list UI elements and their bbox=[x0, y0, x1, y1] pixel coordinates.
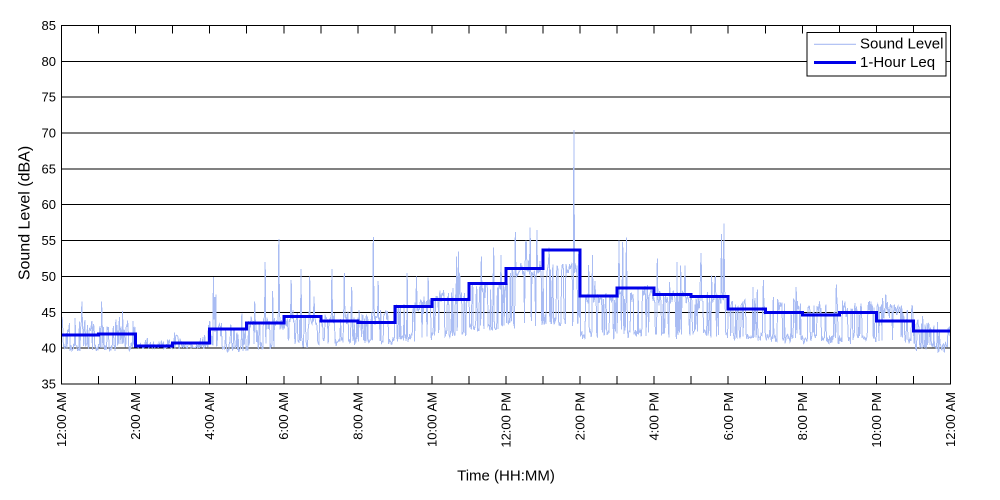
svg-text:75: 75 bbox=[42, 90, 56, 105]
svg-text:60: 60 bbox=[42, 197, 56, 212]
svg-text:10:00 PM: 10:00 PM bbox=[869, 392, 884, 448]
svg-text:65: 65 bbox=[42, 161, 56, 176]
svg-text:85: 85 bbox=[42, 18, 56, 33]
svg-text:55: 55 bbox=[42, 233, 56, 248]
svg-text:8:00 AM: 8:00 AM bbox=[350, 392, 365, 440]
svg-text:40: 40 bbox=[42, 341, 56, 356]
svg-text:8:00 PM: 8:00 PM bbox=[795, 392, 810, 440]
svg-text:2:00 PM: 2:00 PM bbox=[573, 392, 588, 440]
svg-text:10:00 AM: 10:00 AM bbox=[424, 392, 439, 447]
svg-text:70: 70 bbox=[42, 126, 56, 141]
svg-text:80: 80 bbox=[42, 54, 56, 69]
svg-text:2:00 AM: 2:00 AM bbox=[128, 392, 143, 440]
svg-text:Sound Level: Sound Level bbox=[860, 36, 943, 53]
svg-text:12:00 AM: 12:00 AM bbox=[943, 392, 958, 447]
svg-text:4:00 AM: 4:00 AM bbox=[202, 392, 217, 440]
svg-text:4:00 PM: 4:00 PM bbox=[647, 392, 662, 440]
svg-text:12:00 PM: 12:00 PM bbox=[499, 392, 514, 448]
svg-text:6:00 AM: 6:00 AM bbox=[276, 392, 291, 440]
svg-text:Time (HH:MM): Time (HH:MM) bbox=[457, 468, 555, 485]
svg-text:35: 35 bbox=[42, 377, 56, 392]
svg-text:1-Hour Leq: 1-Hour Leq bbox=[860, 54, 935, 71]
svg-text:Sound Level (dBA): Sound Level (dBA) bbox=[17, 146, 34, 280]
svg-text:6:00 PM: 6:00 PM bbox=[721, 392, 736, 440]
svg-text:45: 45 bbox=[42, 305, 56, 320]
svg-text:12:00 AM: 12:00 AM bbox=[54, 392, 69, 447]
svg-text:50: 50 bbox=[42, 269, 56, 284]
